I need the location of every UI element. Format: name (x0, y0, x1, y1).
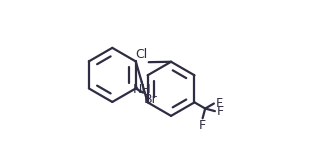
Text: Br: Br (144, 93, 157, 106)
Text: F: F (216, 97, 223, 110)
Text: F: F (217, 105, 224, 118)
Text: F: F (198, 119, 205, 132)
Text: Cl: Cl (136, 48, 148, 61)
Text: NH: NH (133, 83, 152, 96)
